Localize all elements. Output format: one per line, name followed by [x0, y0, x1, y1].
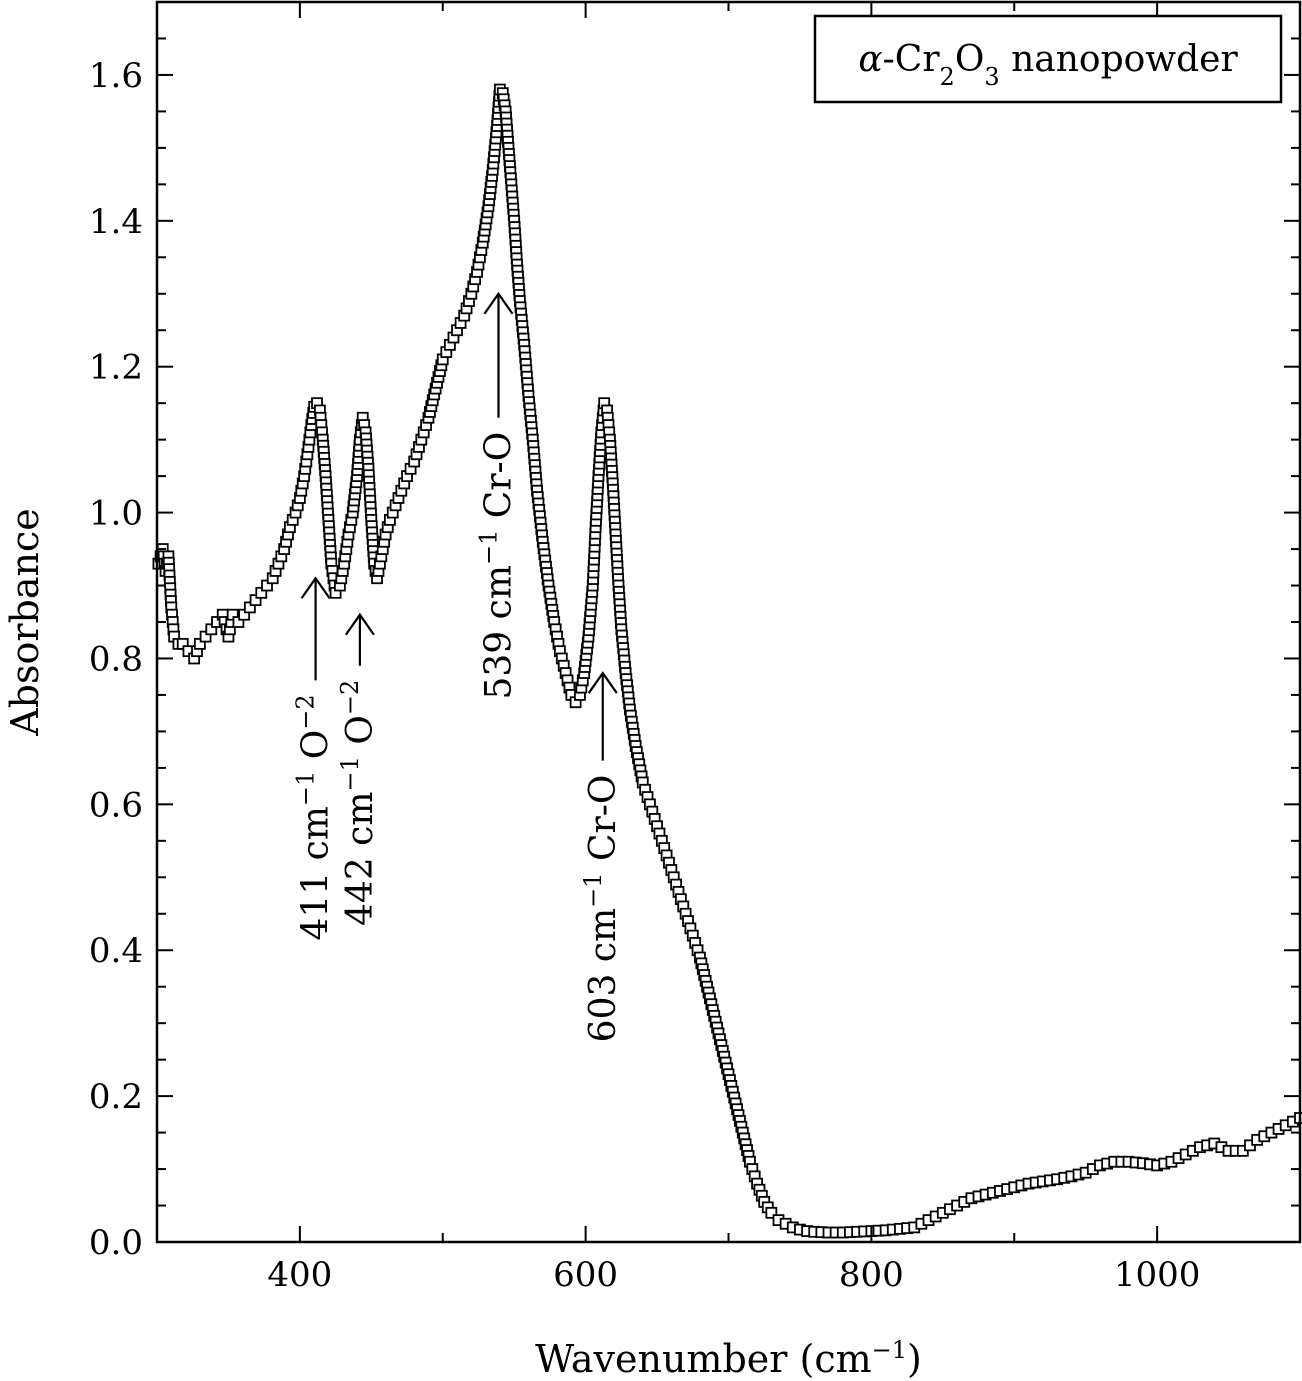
y-tick-label: 1.2	[89, 348, 143, 388]
annotation-wavenumber: 411 cm	[296, 806, 337, 940]
y-tick-label: 1.0	[89, 494, 143, 534]
annotation-species: O	[296, 730, 337, 771]
x-axis-title-sup: −1	[872, 1336, 907, 1364]
x-tick-label: 1000	[1114, 1255, 1201, 1295]
legend-part3: nanopowder	[1000, 39, 1239, 80]
y-tick-label: 1.6	[89, 56, 143, 96]
data-series	[152, 83, 1302, 1239]
annotation-label: 411 cm−1 O−2	[292, 694, 337, 940]
legend-sub1: 2	[940, 63, 955, 91]
legend-box	[813, 14, 1283, 104]
legend-part2: O	[955, 39, 985, 80]
annotation-label: 603 cm−1 Cr-O	[579, 775, 624, 1043]
legend: α-Cr2O3 nanopowder	[813, 14, 1283, 104]
annotation-wavenumber: 539 cm	[478, 565, 519, 699]
annotation-arrow-head	[344, 612, 375, 636]
y-tick-label: 0.2	[89, 1077, 143, 1117]
legend-alpha: α	[858, 39, 882, 80]
annotation-label: 442 cm−1 O−2	[336, 680, 381, 926]
annotation-species: Cr-O	[478, 432, 519, 530]
x-axis-title-text: Wavenumber (cm	[535, 1337, 872, 1381]
y-tick-label: 1.4	[89, 202, 143, 242]
legend-label: α-Cr2O3 nanopowder	[858, 39, 1238, 91]
y-tick-label: 0.0	[89, 1223, 143, 1263]
annotation-arrow-head	[483, 291, 514, 315]
annotation-species: O	[340, 715, 381, 756]
y-tick-label: 0.6	[89, 785, 143, 825]
annotation-unit-sup: −1	[336, 756, 364, 791]
legend-part1: -Cr	[883, 39, 941, 80]
y-tick-label: 0.4	[89, 931, 143, 971]
annotation-unit-sup: −1	[579, 872, 607, 907]
x-axis-title-end: )	[907, 1337, 922, 1381]
annotation-species-sup: −2	[336, 680, 364, 715]
annotation-species: Cr-O	[583, 775, 624, 873]
legend-sub2: 3	[984, 63, 999, 91]
data-point	[765, 1206, 778, 1219]
annotation-wavenumber: 603 cm	[583, 908, 624, 1042]
annotation-species-sup: −2	[292, 694, 320, 729]
annotation-wavenumber: 442 cm	[340, 792, 381, 926]
annotation-label: 539 cm−1 Cr-O	[474, 432, 519, 700]
x-axis-title: Wavenumber (cm−1)	[535, 1336, 922, 1381]
annotation-arrow-head	[300, 576, 331, 599]
annotation-unit-sup: −1	[474, 530, 502, 565]
y-tick-label: 0.8	[89, 639, 143, 679]
x-tick-label: 800	[839, 1255, 904, 1295]
x-tick-label: 400	[267, 1255, 332, 1295]
annotation-arrow-head	[587, 671, 618, 694]
annotation-unit-sup: −1	[292, 771, 320, 806]
y-axis-title: Absorbance	[3, 508, 47, 737]
x-tick-label: 600	[553, 1255, 618, 1295]
